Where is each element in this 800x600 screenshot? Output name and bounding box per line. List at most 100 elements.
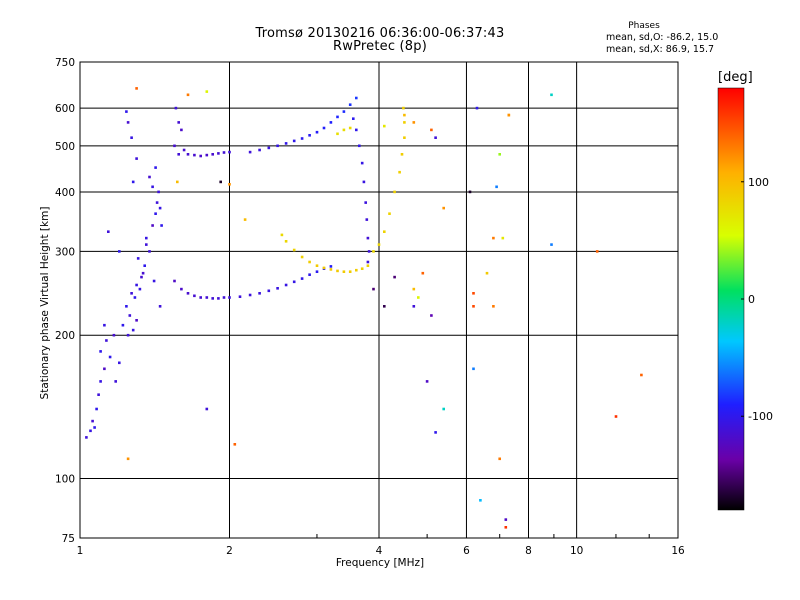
chart-subtitle: RwPretec (8p) — [333, 39, 427, 54]
data-point — [367, 250, 371, 253]
data-point — [103, 367, 106, 371]
data-point — [280, 233, 284, 237]
data-point — [398, 170, 401, 174]
data-point — [284, 240, 288, 243]
data-point — [131, 328, 135, 332]
colorbar-tick-label: 0 — [748, 293, 755, 306]
x-axis-label: Frequency [MHz] — [335, 557, 425, 569]
data-point — [430, 128, 433, 132]
y-tick-label: 200 — [55, 330, 75, 342]
x-axis-ticks: 1 2 4 6 8 10 16 — [77, 534, 685, 557]
data-point — [362, 180, 366, 184]
data-point — [151, 185, 154, 189]
data-point — [158, 206, 162, 210]
data-point — [93, 426, 96, 429]
data-point — [377, 243, 381, 246]
data-point — [550, 93, 553, 97]
data-point — [158, 305, 162, 308]
phase-stats-x: mean, sd,X: 86.9, 15.7 — [606, 44, 715, 55]
data-point — [126, 457, 130, 461]
data-point — [121, 323, 125, 327]
data-point — [148, 175, 151, 179]
data-point — [485, 271, 489, 275]
data-point — [205, 296, 209, 299]
data-point — [352, 117, 355, 120]
data-point — [336, 269, 339, 273]
data-point — [180, 128, 183, 132]
y-tick-label: 75 — [62, 533, 75, 545]
data-point — [140, 275, 143, 279]
x-tick-label: 16 — [671, 545, 685, 557]
data-point — [233, 443, 237, 446]
colorbar-tick-label: -100 — [748, 410, 773, 423]
data-point — [366, 264, 370, 267]
data-point — [348, 126, 352, 130]
data-point — [388, 212, 391, 215]
data-point — [217, 152, 220, 155]
data-point — [365, 218, 369, 221]
y-tick-label: 750 — [55, 57, 75, 69]
data-point — [126, 121, 130, 124]
data-point — [501, 236, 505, 240]
data-point — [507, 113, 511, 117]
data-point — [308, 273, 311, 276]
data-point — [154, 166, 157, 169]
data-point — [468, 190, 472, 194]
data-point — [126, 333, 130, 337]
data-point — [492, 305, 495, 308]
data-point — [135, 319, 138, 322]
data-point — [148, 250, 151, 253]
data-point — [145, 236, 148, 240]
x-tick-label: 6 — [463, 545, 470, 557]
data-point — [504, 518, 508, 521]
data-point — [442, 206, 445, 210]
y-tick-label: 500 — [55, 141, 75, 153]
data-point — [383, 124, 386, 128]
data-point — [614, 415, 618, 418]
data-point — [228, 150, 231, 154]
data-point — [155, 201, 159, 204]
data-point — [498, 153, 501, 156]
data-point — [130, 292, 133, 295]
data-point — [403, 113, 406, 117]
data-point — [315, 270, 319, 273]
data-point — [322, 126, 326, 130]
phase-stats-o: mean, sd,O: -86.2, 15.0 — [606, 32, 719, 43]
data-point — [186, 292, 190, 295]
data-point — [267, 146, 271, 150]
data-point — [97, 393, 100, 396]
data-point — [479, 499, 482, 502]
y-tick-label: 300 — [55, 246, 75, 258]
data-point — [186, 153, 190, 156]
data-point — [348, 103, 352, 106]
data-point — [186, 93, 190, 97]
data-point — [154, 212, 157, 215]
data-point — [182, 148, 186, 152]
data-point — [412, 305, 416, 308]
data-point — [366, 236, 370, 240]
data-point — [128, 314, 132, 317]
gridlines — [80, 62, 678, 538]
x-tick-label: 2 — [226, 545, 233, 557]
data-point — [243, 218, 247, 221]
data-point — [403, 136, 406, 139]
data-point — [228, 183, 231, 186]
data-point — [131, 180, 135, 184]
data-point — [103, 323, 106, 327]
data-point — [95, 407, 98, 411]
data-point — [151, 224, 154, 227]
y-tick-label: 400 — [55, 187, 75, 199]
data-point — [329, 265, 333, 268]
data-point — [412, 287, 416, 291]
data-point — [442, 407, 445, 411]
data-point — [504, 526, 508, 529]
data-point — [276, 144, 279, 148]
data-point — [383, 230, 386, 233]
data-point — [133, 296, 137, 299]
y-tick-label: 600 — [55, 103, 75, 115]
data-point — [267, 289, 271, 293]
y-axis-label: Stationary phase Virtual Height [km] — [39, 206, 51, 400]
data-point — [364, 201, 367, 204]
data-point — [130, 136, 133, 139]
data-point — [292, 248, 296, 252]
